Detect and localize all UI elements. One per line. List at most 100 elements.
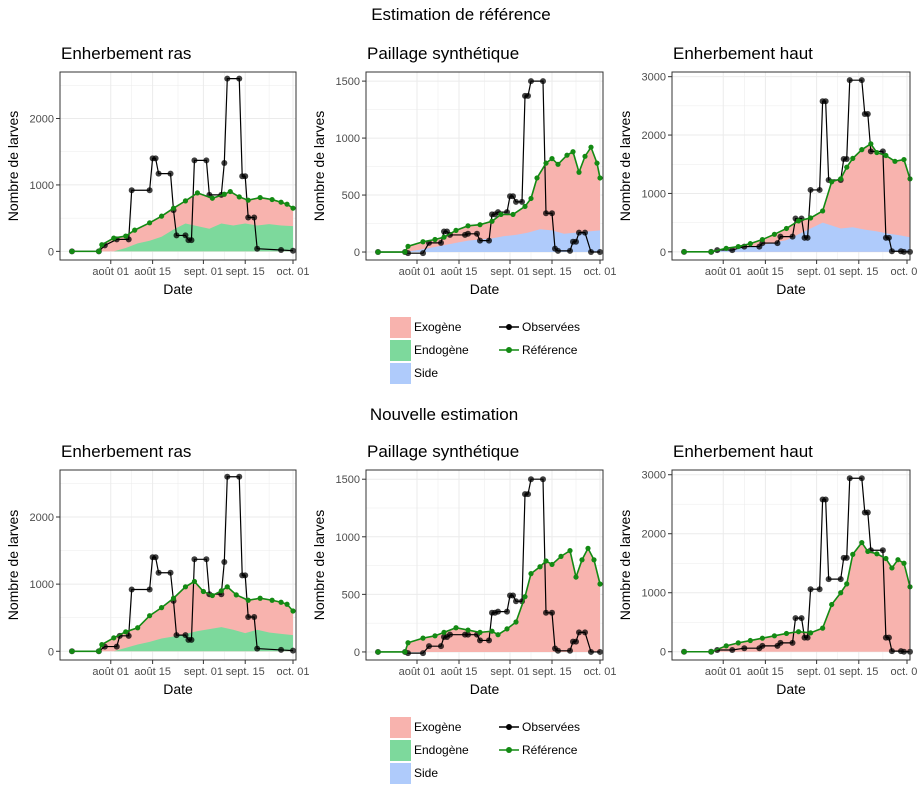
point-reference <box>747 637 753 644</box>
point-reference <box>558 553 564 559</box>
legend-label: Exogène <box>414 320 462 334</box>
point-reference <box>147 220 153 226</box>
point-observees <box>576 629 582 636</box>
legend-key-2 <box>390 363 411 384</box>
point-reference <box>859 539 865 546</box>
point-reference <box>708 649 714 655</box>
point-observees <box>843 554 850 561</box>
panel-border <box>671 71 911 261</box>
point-observees <box>513 598 519 605</box>
point-observees <box>290 647 297 654</box>
x-tick-label: sept. 15 <box>839 666 878 678</box>
point-observees <box>879 547 886 554</box>
point-observees <box>221 160 228 167</box>
point-observees <box>188 636 195 643</box>
point-observees <box>543 609 549 616</box>
point-reference <box>489 218 495 224</box>
point-reference <box>182 584 189 590</box>
point-reference <box>807 215 814 221</box>
point-reference <box>820 208 826 214</box>
legend-label: Observées <box>522 720 580 734</box>
x-tick-label: sept. 01 <box>490 666 529 678</box>
x-tick-label: sept. 15 <box>532 666 571 678</box>
point-observees <box>224 473 231 480</box>
y-tick-label: 0 <box>354 247 360 259</box>
y-tick-label: 0 <box>660 247 666 259</box>
point-reference <box>218 588 224 594</box>
point-reference <box>528 195 534 202</box>
point-reference <box>441 234 447 240</box>
point-reference <box>269 196 275 203</box>
x-tick-label: août 15 <box>134 666 171 678</box>
section-title-reference: Estimation de référence <box>371 5 551 24</box>
point-observees <box>128 187 135 194</box>
point-observees <box>203 157 210 164</box>
point-reference <box>236 194 242 200</box>
point-reference <box>771 231 778 237</box>
y-tick-label: 1000 <box>336 532 360 544</box>
point-observees <box>888 248 895 255</box>
point-reference <box>132 227 138 233</box>
point-reference <box>735 243 741 250</box>
point-observees <box>804 634 811 641</box>
point-reference <box>194 190 201 196</box>
point-reference <box>543 160 549 166</box>
y-tick-label: 0 <box>48 646 54 658</box>
point-observees <box>777 639 784 646</box>
panel-border <box>365 469 604 661</box>
panel-0: Enherbement ras 0 1000 2000 août 01 août 15 se… <box>5 44 310 297</box>
point-reference <box>375 249 381 255</box>
point-reference <box>783 630 790 637</box>
point-observees <box>576 229 582 236</box>
point-reference <box>829 601 835 608</box>
point-observees <box>885 634 892 641</box>
point-reference <box>200 588 206 595</box>
x-axis-title: Date <box>776 281 806 297</box>
legend-0: Exogène Endogène Side Observées Référence <box>390 317 580 384</box>
legend-label: Observées <box>522 320 580 334</box>
point-observees <box>573 638 579 645</box>
legend-key-1 <box>390 740 411 761</box>
point-observees <box>173 632 180 639</box>
y-tick-label: 0 <box>354 647 360 659</box>
point-observees <box>224 75 231 82</box>
point-reference <box>528 571 534 577</box>
point-reference <box>901 156 907 163</box>
point-observees <box>182 632 189 639</box>
legend-1: Exogène Endogène Side Observées Référence <box>390 717 580 784</box>
panel-1: Paillage synthétique 0 500 1000 1500 août 01 a… <box>311 44 617 297</box>
point-observees <box>864 509 871 516</box>
point-reference <box>829 179 835 185</box>
y-tick-label: 3000 <box>642 470 666 482</box>
y-axis-title: Nombre de larves <box>5 111 21 222</box>
point-reference <box>865 548 871 555</box>
point-reference <box>579 557 585 563</box>
point-observees <box>816 186 823 193</box>
point-reference <box>477 222 483 228</box>
point-reference <box>522 203 528 210</box>
point-reference <box>432 633 438 639</box>
legend-label: Endogène <box>414 343 469 357</box>
point-reference <box>513 619 519 625</box>
y-tick-label: 500 <box>342 190 360 202</box>
point-reference <box>747 241 753 247</box>
point-observees <box>438 239 444 246</box>
point-reference <box>420 239 426 245</box>
legend-label: Endogène <box>414 743 469 757</box>
point-observees <box>191 556 198 563</box>
point-observees <box>519 198 525 205</box>
point-reference <box>537 564 543 570</box>
point-observees <box>843 155 850 162</box>
x-tick-label: août 01 <box>92 266 129 278</box>
point-observees <box>858 475 865 482</box>
x-tick-label: août 01 <box>705 666 742 678</box>
point-observees <box>182 232 189 239</box>
panel-4: Paillage synthétique 0 500 1000 1500 août 01 a… <box>311 442 617 697</box>
y-axis-title: Nombre de larves <box>311 111 327 222</box>
point-observees <box>549 609 555 616</box>
panel-title: Enherbement haut <box>673 44 813 63</box>
point-observees <box>798 615 805 622</box>
point-observees <box>846 475 853 482</box>
